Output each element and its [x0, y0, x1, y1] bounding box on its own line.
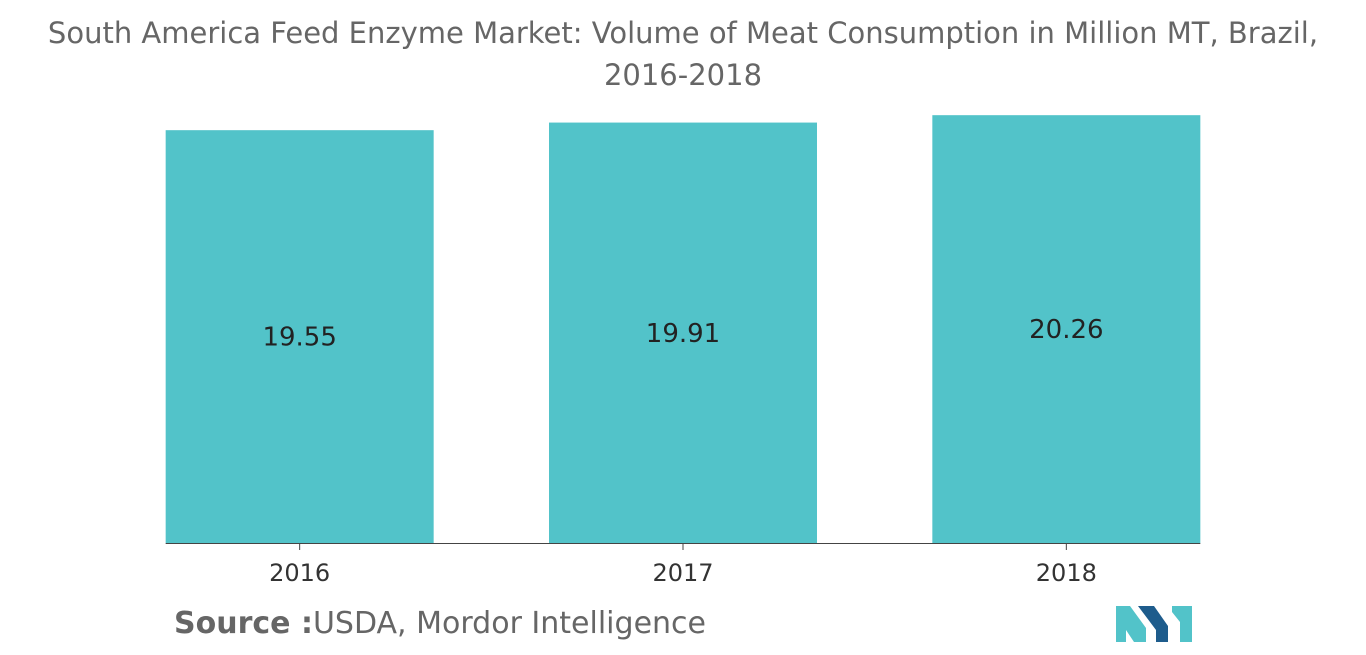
bars	[165, 115, 1201, 544]
bar-value-labels: 19.55 19.91 20.26	[262, 315, 1103, 352]
bar-2017	[549, 122, 817, 544]
source-text: USDA, Mordor Intelligence	[312, 606, 706, 641]
source-label: Source :	[174, 606, 313, 641]
source-note: Source :USDA, Mordor Intelligence	[174, 606, 706, 641]
logo-shape-left	[1116, 606, 1146, 642]
logo-shape-middle	[1138, 606, 1168, 642]
bar-2018	[932, 115, 1201, 543]
x-axis-ticks: 2016 2017 2018	[269, 543, 1097, 587]
bar-value-label-2017: 19.91	[646, 319, 720, 349]
x-tick-label-2016: 2016	[269, 559, 330, 587]
bar-2016	[165, 130, 434, 543]
bar-value-label-2016: 19.55	[262, 323, 336, 353]
mordor-intelligence-logo	[1116, 606, 1192, 642]
bar-value-label-2018: 20.26	[1029, 315, 1103, 345]
x-tick-label-2018: 2018	[1036, 559, 1097, 587]
x-tick-label-2017: 2017	[652, 559, 713, 587]
chart-title: South America Feed Enzyme Market: Volume…	[0, 12, 1366, 96]
chart-title-line-1: South America Feed Enzyme Market: Volume…	[47, 16, 1319, 50]
chart-title-line-2: 2016-2018	[603, 58, 763, 92]
logo-shape-right	[1172, 606, 1192, 642]
